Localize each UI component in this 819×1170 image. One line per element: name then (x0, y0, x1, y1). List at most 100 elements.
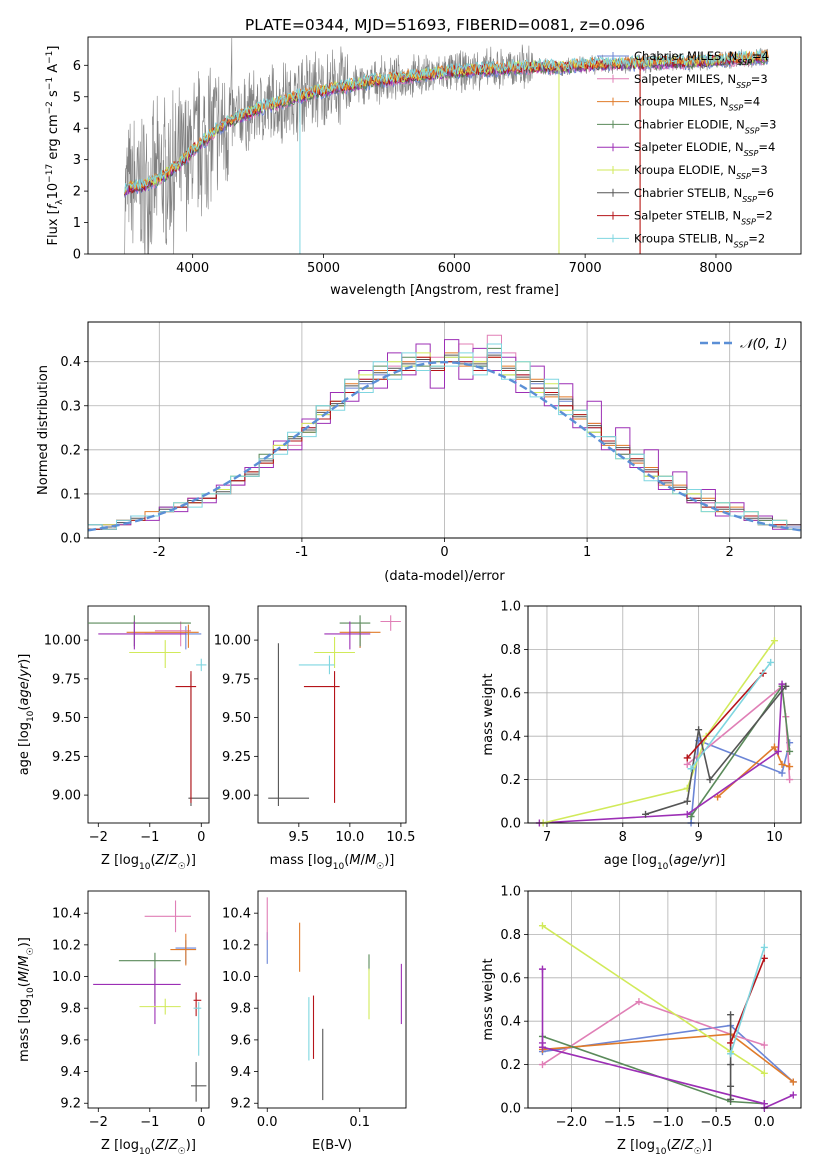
x-tick-label: 1 (583, 545, 591, 560)
weight-point (727, 1095, 735, 1103)
label-part: / (698, 853, 703, 868)
x-tick-label: 10 (766, 830, 783, 845)
legend-subscript: SSP (734, 240, 749, 249)
x-tick-label: −1.5 (604, 1115, 636, 1130)
y-tick-label: 1.0 (500, 885, 521, 900)
x-axis-label: (data-model)/error (384, 569, 505, 584)
axes-frame (527, 890, 802, 1109)
label-part: Z (155, 1138, 166, 1153)
histogram-series (87, 356, 801, 538)
legend-subscript: SSP (729, 103, 744, 112)
label-part: )] (384, 853, 394, 868)
weight-point (760, 954, 768, 962)
y-tick-label: 1 (73, 216, 81, 231)
y-tick-label: 9.4 (230, 1065, 251, 1080)
label-part: age (17, 681, 32, 705)
y-tick-label: 10.0 (222, 970, 251, 985)
x-tick-label: −2.0 (556, 1115, 588, 1130)
y-tick-label: 0.0 (500, 1102, 521, 1117)
weight-point (538, 1061, 546, 1069)
label-part: Z (155, 853, 166, 868)
legend-subscript: SSP (736, 80, 751, 89)
label-part: ] (46, 46, 61, 51)
y-tick-label: 10.4 (222, 907, 251, 922)
y-tick-label: 0.6 (500, 686, 521, 701)
plot-area (266, 897, 402, 1101)
label-part: Z (168, 853, 179, 868)
axes-frame (527, 605, 802, 824)
x-axis-label: Z [log10(Z/Z☉)] (617, 1138, 712, 1157)
label-part: mass [log (17, 999, 32, 1062)
y-tick-label: 10.00 (214, 634, 251, 649)
spectrum-plot-area (124, 37, 769, 254)
axes-frame (257, 890, 407, 1109)
y-tick-label: 9.2 (230, 1097, 251, 1112)
label-part: M (17, 955, 32, 966)
y-tick-label: 4 (73, 122, 81, 137)
weight-point (760, 1041, 768, 1049)
x-tick-label: 10.5 (386, 830, 415, 845)
x-axis-label: wavelength [Angstrom, rest frame] (330, 283, 559, 298)
y-tick-label: 0.4 (60, 355, 81, 370)
label-part: ( (666, 1138, 671, 1153)
y-tick-label: 0.0 (60, 532, 81, 547)
label-part: f (46, 202, 61, 209)
weight-point (778, 769, 786, 777)
x-tick-label: 9 (694, 830, 702, 845)
legend-text: Kroupa MILES, N (634, 95, 729, 109)
weight-point (714, 793, 722, 801)
histogram-series (87, 339, 801, 538)
x-axis-label: E(B-V) (312, 1138, 352, 1153)
legend-count: =2 (756, 209, 773, 223)
y-tick-label: 9.25 (222, 750, 251, 765)
label-part: erg cm (46, 114, 61, 163)
x-tick-label: 0.1 (349, 1115, 370, 1130)
y-tick-label: 0.8 (500, 928, 521, 943)
label-part: )] (17, 654, 32, 664)
weight-point (683, 810, 691, 818)
label-part: ☉ (26, 947, 36, 955)
weight-point (538, 1043, 546, 1051)
x-tick-label: 8 (619, 830, 627, 845)
label-part: 10 (26, 987, 36, 999)
axes-frame (87, 36, 802, 255)
legend-text: Chabrier STELIB, N (634, 186, 742, 200)
label-part: −1 (45, 51, 55, 64)
weight-series (542, 1000, 765, 1066)
y-tick-label: 9.00 (52, 789, 81, 804)
weight-point (538, 922, 546, 930)
weight-series (686, 672, 764, 759)
weight-point (782, 682, 790, 690)
plot-area (93, 900, 207, 1102)
x-tick-label: −1 (140, 1115, 159, 1130)
weight-point (786, 776, 794, 784)
legend-subscript: SSP (745, 126, 760, 135)
legend-label: Chabrier MILES, NSSP=4 (634, 49, 769, 67)
y-axis-label: Normed distribution (36, 365, 51, 495)
legend-text: Chabrier ELODIE, N (634, 117, 745, 131)
legend-subscript: SSP (741, 217, 756, 226)
weight-series (543, 640, 776, 824)
x-tick-label: 5000 (307, 261, 340, 276)
label-part: ( (150, 853, 155, 868)
label-part: )] (17, 937, 32, 947)
legend-label: Salpeter MILES, NSSP=3 (634, 72, 768, 90)
label-part: ☉ (178, 1147, 186, 1157)
legend-count: =3 (760, 117, 777, 131)
label-part: 10 (655, 1147, 667, 1157)
y-tick-label: 0.3 (60, 399, 81, 414)
weight-point (774, 747, 782, 755)
y-axis-label: Flux [fλ10−17 erg cm−2 s−1 A−1] (45, 46, 65, 246)
x-tick-label: 2 (726, 545, 734, 560)
x-tick-label: −0.5 (700, 1115, 732, 1130)
axes-frame (527, 890, 802, 1109)
weight-point (687, 765, 695, 773)
y-tick-label: 9.75 (52, 672, 81, 687)
y-axis-label: mass [log10(M/M☉)] (17, 937, 36, 1062)
y-tick-label: 5 (73, 90, 81, 105)
weight-point (760, 943, 768, 951)
model-spectrum (124, 48, 769, 193)
